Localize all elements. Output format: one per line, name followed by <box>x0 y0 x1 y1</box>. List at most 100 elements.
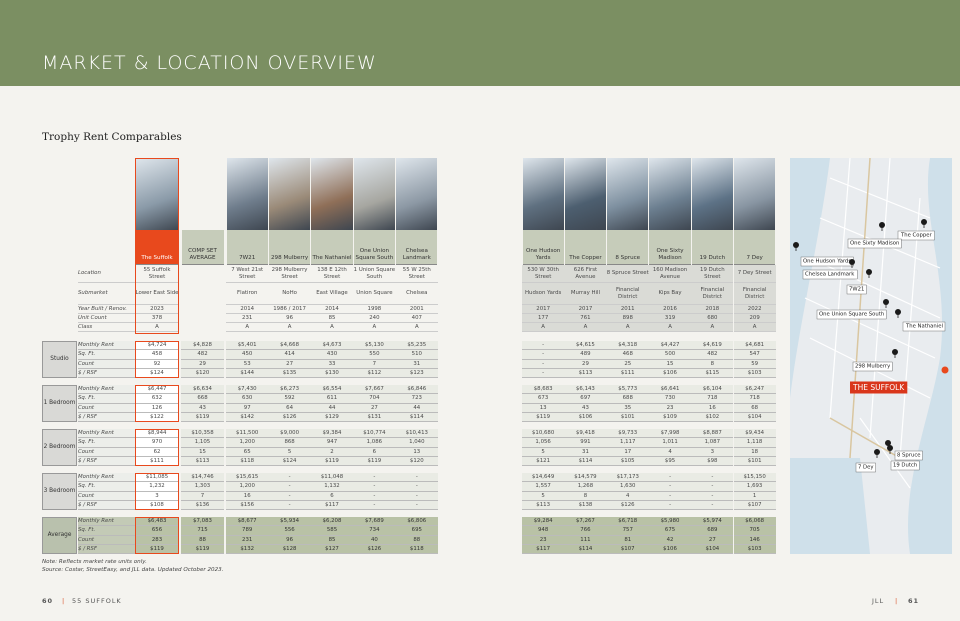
info-cell: 626 First Avenue <box>564 265 607 283</box>
value-cell: 59 <box>733 359 776 369</box>
value-cell: - <box>691 482 734 492</box>
map-label-box <box>852 361 893 372</box>
info-cell: Flatiron <box>226 283 269 305</box>
group-label: 3 Bedroom <box>42 473 77 511</box>
info-cell: Financial District <box>733 283 776 305</box>
info-cell: 55 W 25th Street <box>395 265 438 283</box>
map-label-box <box>850 381 908 394</box>
header-band <box>0 0 960 86</box>
value-cell: - <box>268 491 311 501</box>
value-cell: $119 <box>181 412 224 423</box>
info-cell: A <box>353 323 396 332</box>
highlight-frame <box>135 341 179 379</box>
value-cell: $11,085 <box>135 473 179 483</box>
column-header: The Copper <box>564 230 607 265</box>
value-cell: $119 <box>522 412 565 423</box>
value-cell: 15 <box>181 447 224 457</box>
value-cell: $105 <box>606 456 649 467</box>
value-cell: - <box>395 491 438 501</box>
pin <box>883 299 889 305</box>
value-cell: $9,418 <box>564 429 607 439</box>
value-cell: $9,000 <box>268 429 311 439</box>
value-cell: $4,724 <box>135 341 179 351</box>
info-cell: 2016 <box>648 305 692 314</box>
value-cell: $109 <box>648 412 692 423</box>
value-cell: - <box>395 473 438 483</box>
value-cell: 68 <box>733 403 776 413</box>
value-cell: $104 <box>733 412 776 423</box>
building-photo <box>522 158 564 230</box>
info-cell: Financial District <box>606 283 649 305</box>
value-cell: $132 <box>226 544 269 555</box>
info-cell: 240 <box>353 314 396 323</box>
value-cell: $123 <box>395 368 438 379</box>
value-cell: 695 <box>395 526 438 536</box>
value-cell: 1,117 <box>606 438 649 448</box>
value-cell: $126 <box>606 500 649 511</box>
pin <box>879 222 885 228</box>
value-cell: $130 <box>310 368 354 379</box>
info-cell: A <box>564 323 607 332</box>
value-cell: 111 <box>564 535 607 545</box>
value-cell: $111 <box>606 368 649 379</box>
value-cell: $7,430 <box>226 385 269 395</box>
value-cell: 8 <box>691 359 734 369</box>
info-cell: A <box>135 323 179 332</box>
value-cell: 64 <box>268 403 311 413</box>
value-cell: $8,887 <box>691 429 734 439</box>
value-cell: 611 <box>310 394 354 404</box>
value-cell: $102 <box>691 412 734 423</box>
value-cell: 27 <box>691 535 734 545</box>
building-photo <box>734 158 776 230</box>
info-cell: 2014 <box>310 305 354 314</box>
column-header: 8 Spruce <box>607 230 649 265</box>
value-cell: 5 <box>268 447 311 457</box>
map-label: 8 Spruce <box>897 453 920 459</box>
value-cell: 3 <box>135 491 179 501</box>
value-cell: 789 <box>226 526 269 536</box>
value-cell: - <box>353 500 396 511</box>
row-label: Class <box>78 323 135 332</box>
value-cell: 1,268 <box>564 482 607 492</box>
value-cell: 592 <box>268 394 311 404</box>
value-cell: 414 <box>268 350 311 360</box>
row-label: Count <box>78 535 135 545</box>
info-cell: A <box>310 323 354 332</box>
info-cell: 530 W 30th Street <box>522 265 565 283</box>
value-cell: - <box>648 491 692 501</box>
value-cell: 500 <box>648 350 692 360</box>
value-cell: $119 <box>310 456 354 467</box>
pin <box>895 309 901 315</box>
group-label: 2 Bedroom <box>42 429 77 467</box>
value-cell: 6 <box>353 447 396 457</box>
value-cell: 1 <box>733 491 776 501</box>
info-cell: Chelsea <box>395 283 438 305</box>
footer-text: 55 SUFFOLK <box>72 597 122 605</box>
highlight-frame <box>135 517 179 555</box>
info-cell: 2014 <box>226 305 269 314</box>
info-cell: 177 <box>522 314 565 323</box>
value-cell: $113 <box>564 368 607 379</box>
value-cell: $14,746 <box>181 473 224 483</box>
value-cell: 25 <box>606 359 649 369</box>
value-cell: 482 <box>181 350 224 360</box>
value-cell: 1,232 <box>135 482 179 492</box>
source: Source: Costar, StreetEasy, and JLL data… <box>42 567 224 573</box>
value-cell: $118 <box>395 544 438 555</box>
info-cell: A <box>268 323 311 332</box>
value-cell: 697 <box>564 394 607 404</box>
value-cell: - <box>522 368 565 379</box>
row-label: Count <box>78 491 135 501</box>
row-label: Unit Count <box>78 314 135 323</box>
value-cell: $114 <box>395 412 438 423</box>
value-cell: $129 <box>310 412 354 423</box>
map-label: THE SUFFOLK <box>852 383 905 392</box>
value-cell: $112 <box>353 368 396 379</box>
value-cell: 668 <box>181 394 224 404</box>
map-label: One Union Square South <box>819 312 884 318</box>
map-label: 298 Mulberry <box>855 364 890 370</box>
value-cell: $5,773 <box>606 385 649 395</box>
value-cell: $5,401 <box>226 341 269 351</box>
building-photo <box>226 158 268 230</box>
